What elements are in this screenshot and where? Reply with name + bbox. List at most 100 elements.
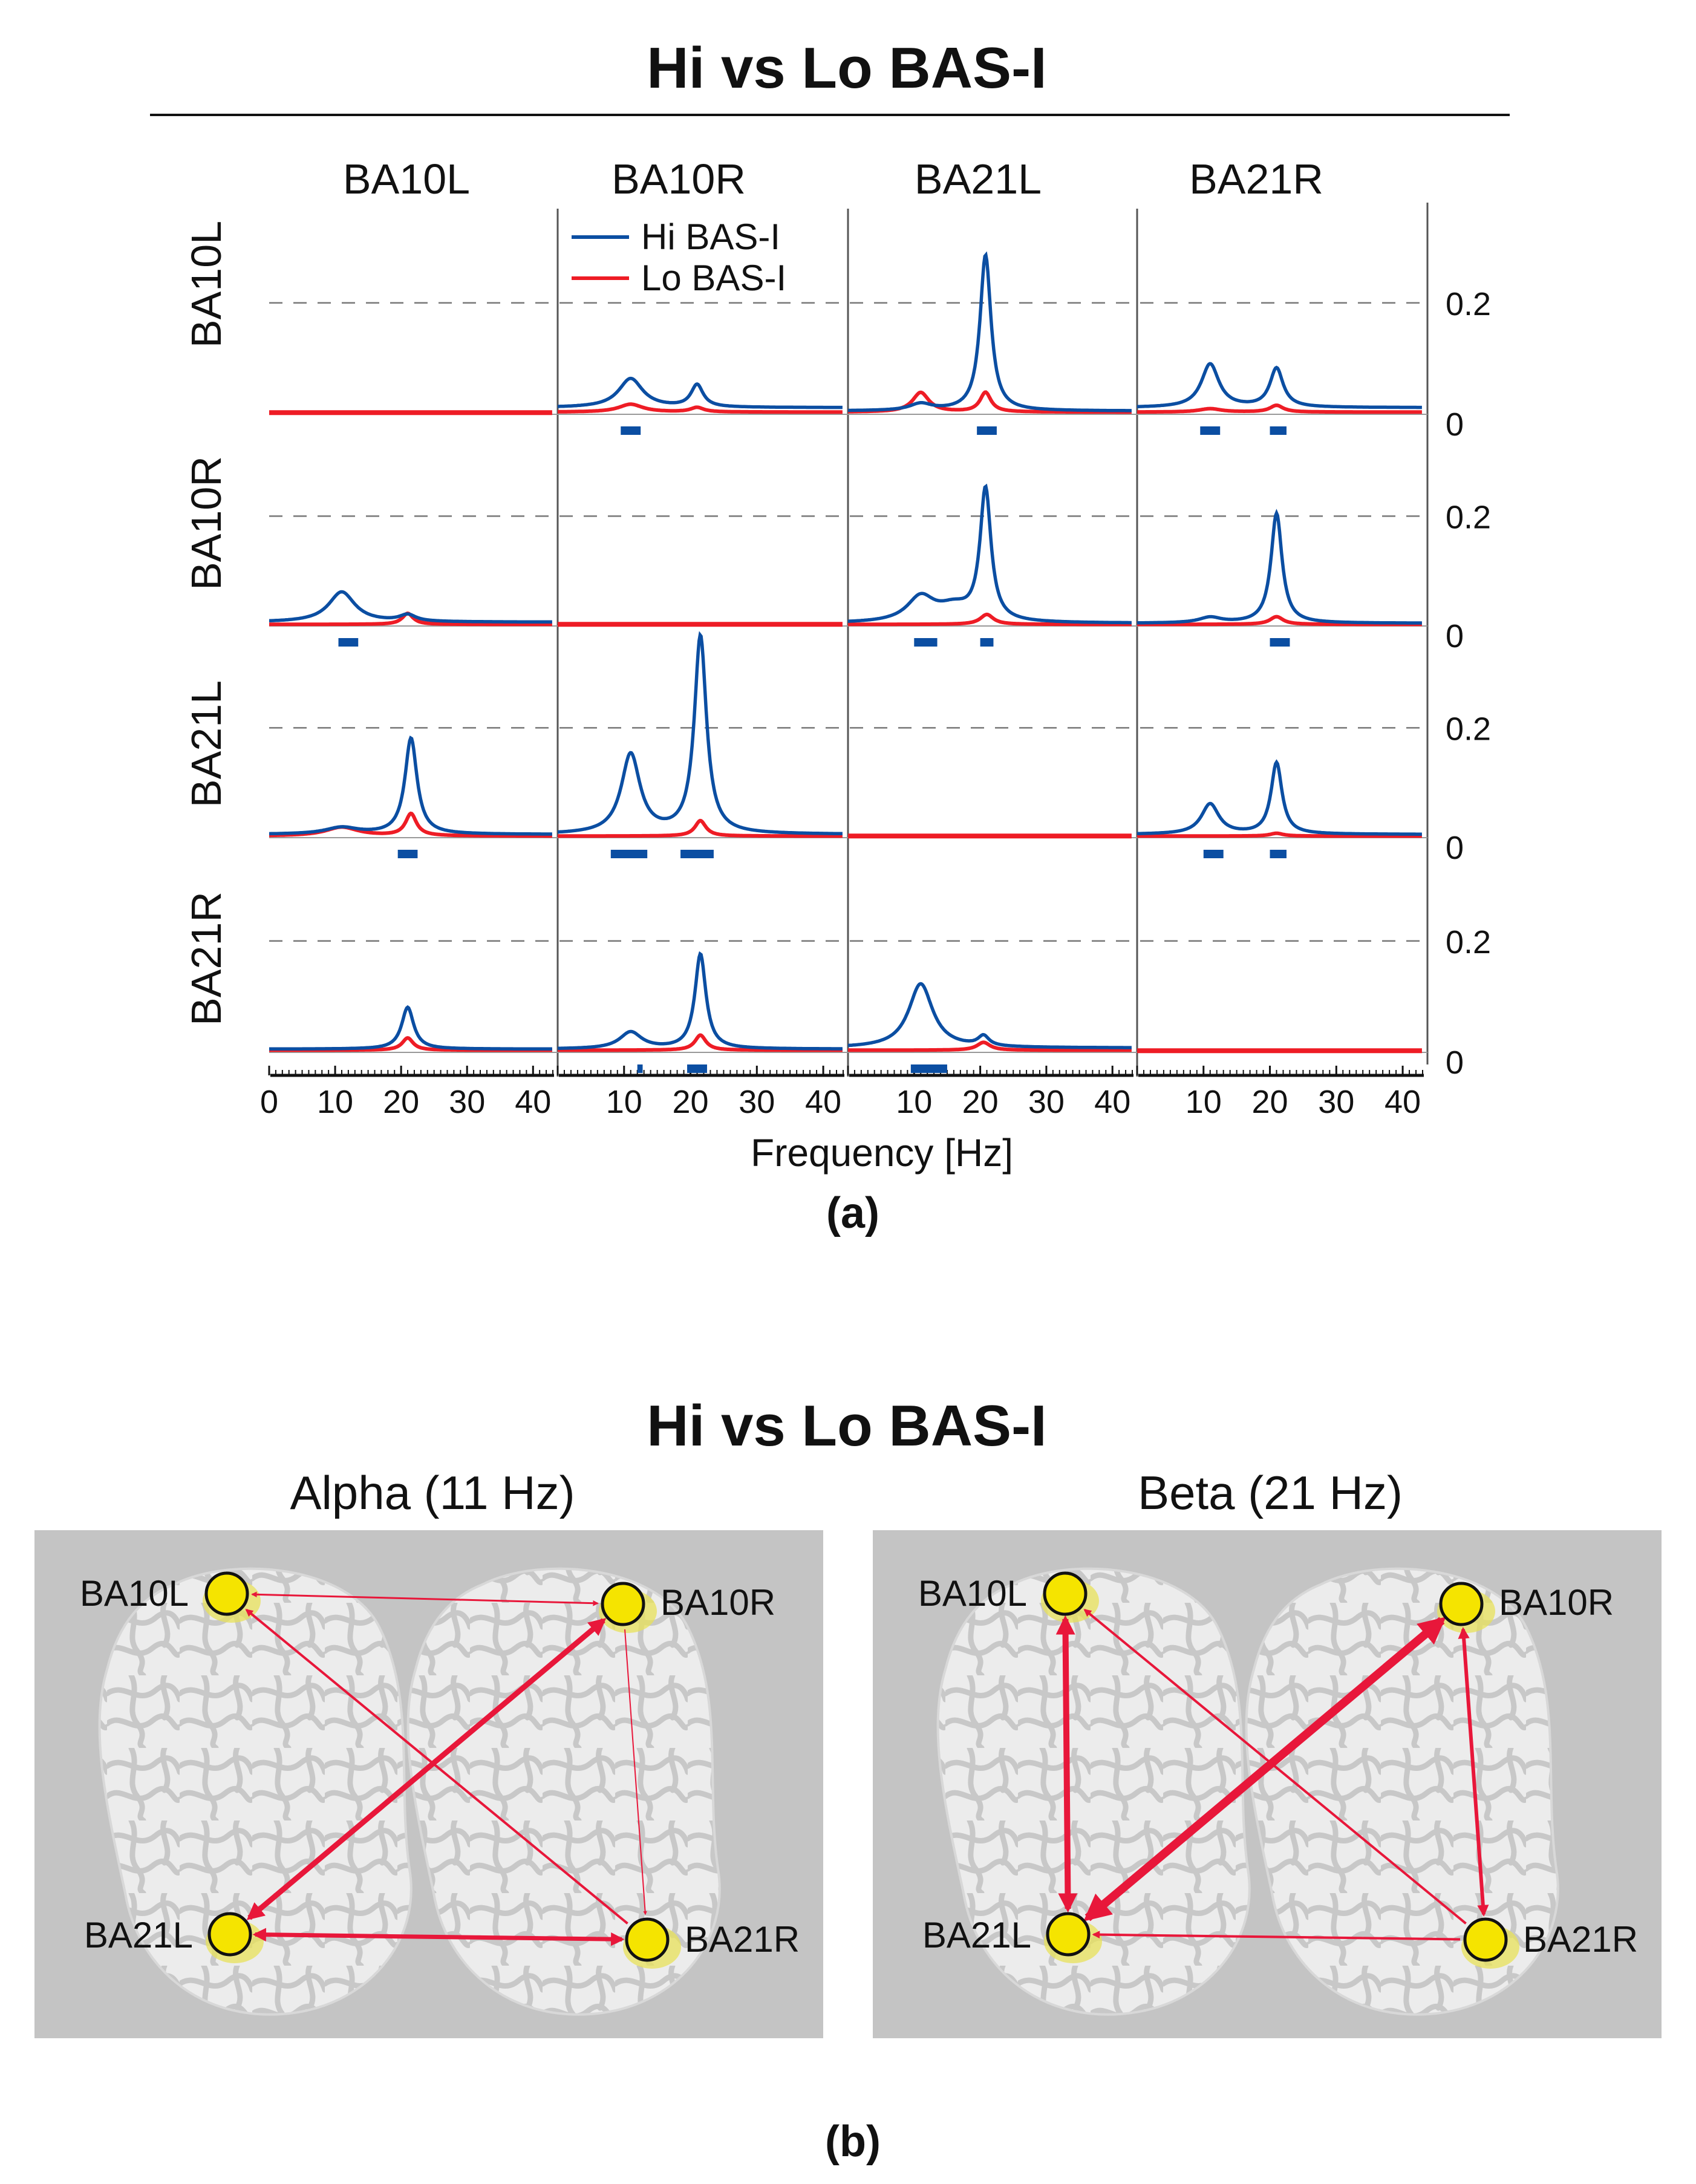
- hi-line-ba10r-ba21l: [847, 483, 1132, 625]
- sig-bar-ba21l-ba10r: [610, 850, 648, 858]
- sig-bar-ba10r-ba10l: [338, 638, 359, 647]
- sig-bar-ba10l-ba21l: [977, 426, 997, 435]
- alpha-node-label-ba10l: BA10L: [80, 1573, 189, 1614]
- hi-line-ba21l-ba10l: [269, 735, 552, 836]
- alpha-connectivity: BA10L BA10R BA21L BA21R: [34, 1530, 823, 2038]
- row-title-ba21l: BA21L: [183, 680, 230, 807]
- sig-bar-ba21l-ba10l: [397, 850, 418, 858]
- ytick-label-0.2: 0.2: [1446, 924, 1491, 960]
- beta-node-label-ba21r: BA21R: [1523, 1919, 1638, 1960]
- sig-bar-ba21l-ba21r: [1203, 850, 1224, 858]
- panel-a-title: Hi vs Lo BAS-I: [647, 36, 1046, 100]
- lo-line-ba21r-ba21l: [848, 1040, 1132, 1052]
- alpha-node-ba10r: [601, 1582, 645, 1626]
- xtick-label: 20: [1251, 1084, 1288, 1120]
- beta-edge-ba10r-ba21l: [1083, 1617, 1446, 1922]
- xtick-label: 10: [606, 1084, 642, 1120]
- alpha-node-ba21l: [207, 1912, 252, 1957]
- beta-edge-ba10r-ba21r: [1458, 1627, 1489, 1917]
- legend-lo-label: Lo BAS-I: [641, 258, 786, 298]
- alpha-edge-ba21r-ba10l: [245, 1609, 628, 1925]
- spectra-grid: 0 0.2 0 0.2 0 0.2 0 0.2 0 10 20 30 40 10 20 30 40 10 20 30 4…: [260, 203, 1491, 1120]
- lo-line-ba21l-ba21r: [1137, 831, 1422, 838]
- beta-edge-ba21r-ba21l: [1092, 1931, 1461, 1941]
- col-title-ba21l: BA21L: [915, 155, 1042, 203]
- lo-line-ba10l-ba10r: [558, 402, 843, 414]
- legend: Hi BAS-I Lo BAS-I: [572, 217, 786, 298]
- hi-line-ba21r-ba10r: [557, 951, 843, 1051]
- xtick-label: 30: [1028, 1084, 1065, 1120]
- beta-node-label-ba10r: BA10R: [1499, 1582, 1614, 1623]
- xtick-label: 30: [739, 1084, 775, 1120]
- xtick-label: 40: [1385, 1084, 1421, 1120]
- beta-node-label-ba10l: BA10L: [918, 1573, 1027, 1614]
- lo-line-ba21l-ba10r: [558, 818, 843, 838]
- xtick-label: 20: [672, 1084, 708, 1120]
- alpha-edge-ba10l-ba10r: [251, 1591, 599, 1606]
- ytick-label-0.2: 0.2: [1446, 286, 1491, 322]
- ytick-label-0: 0: [1446, 830, 1464, 866]
- beta-edge-ba10l-ba21l: [1055, 1615, 1078, 1913]
- row-title-ba10r: BA10R: [183, 456, 230, 590]
- hi-line-ba10l-ba21r: [1137, 362, 1422, 409]
- beta-node-ba21r: [1463, 1917, 1508, 1962]
- col-title-ba10l: BA10L: [343, 155, 470, 203]
- xtick-label: 40: [515, 1084, 551, 1120]
- panel-a-label: (a): [826, 1189, 879, 1237]
- xtick-label: 40: [805, 1084, 841, 1120]
- col-title-ba21r: BA21R: [1189, 155, 1323, 203]
- legend-hi-label: Hi BAS-I: [641, 217, 780, 257]
- hi-line-ba21r-ba10l: [269, 1005, 552, 1051]
- ytick-label-0.2: 0.2: [1446, 711, 1491, 747]
- sig-bar-ba21l-ba21r: [1270, 850, 1287, 858]
- alpha-node-ba21r: [625, 1917, 670, 1962]
- hi-line-ba10r-ba10l: [269, 590, 552, 624]
- xtick-label: 20: [383, 1084, 419, 1120]
- beta-edge-ba21r-ba10l: [1083, 1609, 1467, 1925]
- lo-line-ba10r-ba21l: [848, 612, 1132, 627]
- xtick-label: 30: [449, 1084, 485, 1120]
- sig-bar-ba21r-ba10r: [687, 1064, 707, 1073]
- xtick-label: 40: [1094, 1084, 1130, 1120]
- sig-bar-ba10r-ba21l: [914, 638, 938, 647]
- hi-line-ba10l-ba10r: [558, 376, 843, 409]
- xtick-label: 10: [896, 1084, 932, 1120]
- ytick-label-0.2: 0.2: [1446, 499, 1491, 535]
- xtick-label: 30: [1318, 1084, 1354, 1120]
- x-axis-label: Frequency [Hz]: [751, 1131, 1013, 1175]
- hi-line-ba10r-ba21r: [1137, 509, 1422, 625]
- xtick-label: 0: [260, 1084, 278, 1120]
- sig-bar-ba21r-ba21l: [910, 1064, 947, 1073]
- alpha-edge-ba21l-ba21r: [252, 1928, 625, 1946]
- hi-line-ba21l-ba21r: [1137, 759, 1422, 836]
- alpha-edge-ba10r-ba21r: [624, 1629, 647, 1915]
- alpha-node-label-ba10r: BA10R: [660, 1582, 775, 1623]
- ytick-label-0: 0: [1446, 618, 1464, 654]
- hi-line-ba21l-ba10r: [557, 631, 843, 836]
- sig-bar-ba10r-ba21l: [980, 638, 994, 647]
- alpha-node-ba10l: [204, 1571, 249, 1616]
- xtick-label: 10: [317, 1084, 353, 1120]
- beta-node-ba21l: [1046, 1912, 1091, 1957]
- beta-title: Beta (21 Hz): [1138, 1466, 1403, 1519]
- alpha-title: Alpha (11 Hz): [290, 1466, 575, 1519]
- panel-b-label: (b): [825, 2117, 881, 2166]
- sig-bar-ba21l-ba10r: [680, 850, 714, 858]
- beta-node-ba10r: [1439, 1582, 1484, 1626]
- alpha-edge-ba10r-ba21l: [246, 1618, 607, 1920]
- row-title-ba21r: BA21R: [183, 892, 230, 1026]
- alpha-node-label-ba21r: BA21R: [685, 1919, 800, 1960]
- sig-bar-ba10l-ba10r: [621, 426, 641, 435]
- sig-bar-ba10r-ba21r: [1270, 638, 1290, 647]
- hi-line-ba10l-ba21l: [848, 251, 1132, 412]
- col-title-ba10r: BA10R: [612, 155, 746, 203]
- row-title-ba10l: BA10L: [183, 221, 230, 348]
- sig-bar-ba10l-ba21r: [1270, 426, 1287, 435]
- xtick-label: 20: [962, 1084, 999, 1120]
- ytick-label-0: 0: [1446, 406, 1464, 443]
- sig-bar-ba10l-ba21r: [1200, 426, 1221, 435]
- ytick-label-0: 0: [1446, 1045, 1464, 1081]
- beta-node-label-ba21l: BA21L: [922, 1915, 1031, 1955]
- panel-b-title: Hi vs Lo BAS-I: [647, 1394, 1046, 1458]
